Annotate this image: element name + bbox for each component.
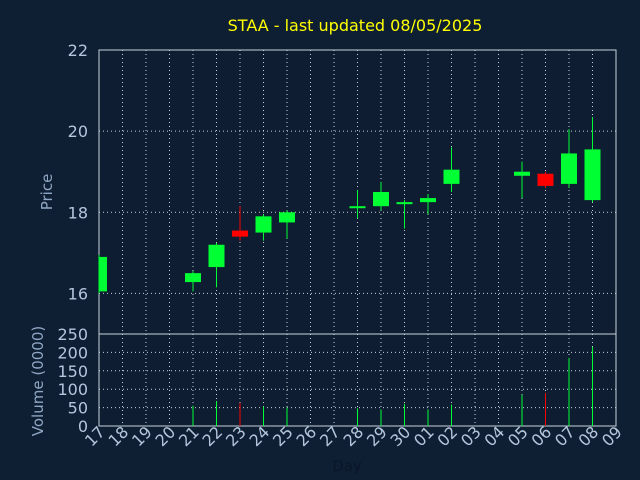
volume-tick-label: 0 (78, 417, 88, 436)
candle-body (99, 256, 107, 292)
chart-title: STAA - last updated 08/05/2025 (228, 16, 483, 35)
candle-body (185, 273, 201, 283)
candle-body (255, 216, 272, 233)
candle-body (396, 202, 413, 205)
candle-body (514, 171, 530, 176)
x-tick-label: 09 (598, 422, 626, 450)
price-tick-label: 18 (68, 203, 88, 222)
price-axis-label: Price (38, 174, 56, 211)
volume-tick-label: 250 (57, 325, 88, 344)
candle-body (349, 206, 366, 209)
x-axis-label: Day (332, 457, 362, 475)
candle-body (232, 230, 248, 237)
price-tick-label: 16 (68, 284, 88, 303)
candle-body (584, 149, 601, 201)
x-axis-ticks: 1718192021222324252627282930010203040506… (81, 422, 626, 450)
volume-axis-label: Volume (0000) (29, 326, 47, 436)
candle-body (279, 212, 295, 223)
volume-series (192, 346, 593, 426)
volume-tick-label: 50 (68, 399, 88, 418)
candle-body (373, 192, 389, 207)
candle-body (561, 153, 577, 184)
volume-tick-label: 150 (57, 362, 88, 381)
volume-tick-label: 200 (57, 343, 88, 362)
price-tick-label: 20 (68, 122, 88, 141)
candle-body (537, 173, 554, 186)
price-axis-ticks: 16 18 20 22 (68, 41, 88, 303)
candlestick-series (98, 116, 601, 294)
candle-body (208, 244, 225, 268)
candle-body (420, 198, 436, 203)
volume-tick-label: 100 (57, 380, 88, 399)
price-tick-label: 22 (68, 41, 88, 60)
candle-body (443, 169, 460, 184)
